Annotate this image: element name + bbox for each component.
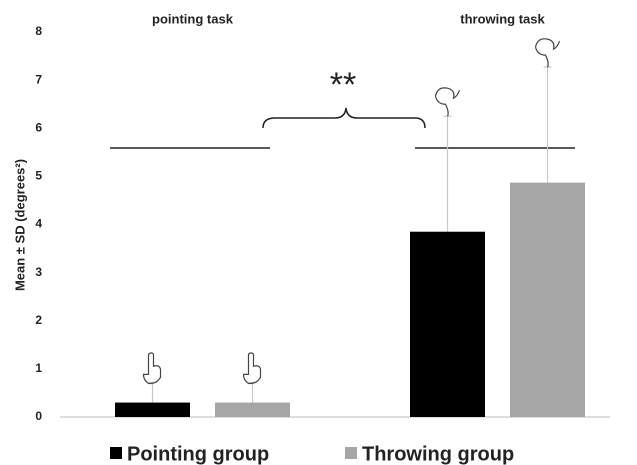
y-tick-label: 5 (35, 169, 42, 183)
y-tick-label: 3 (35, 265, 42, 279)
legend-swatch (345, 447, 357, 459)
category-label: pointing task (152, 11, 234, 26)
y-axis-label: Mean ± SD (degrees²) (12, 159, 27, 291)
legend-label: Throwing group (362, 443, 514, 465)
y-tick-label: 1 (35, 361, 42, 375)
icon (534, 38, 561, 68)
bar (510, 182, 585, 417)
icon (142, 352, 162, 385)
legend-swatch (110, 447, 122, 459)
y-tick-label: 8 (35, 24, 42, 38)
y-tick-label: 4 (35, 217, 42, 231)
bar (215, 402, 290, 417)
bar (410, 231, 485, 417)
y-tick-label: 6 (35, 120, 42, 134)
y-tick-label: 2 (35, 313, 42, 327)
significance-bracket (110, 107, 575, 149)
category-label: throwing task (460, 11, 545, 26)
bar (115, 402, 190, 417)
y-tick-label: 7 (35, 72, 42, 86)
icon (242, 352, 262, 385)
icon (434, 87, 461, 117)
legend-label: Pointing group (127, 443, 269, 465)
annotation: ** (330, 66, 356, 104)
y-tick-label: 0 (35, 409, 42, 423)
